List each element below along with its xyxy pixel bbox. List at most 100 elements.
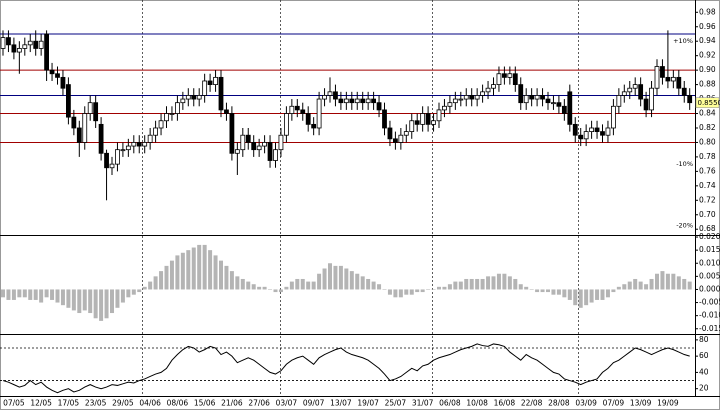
candle-body bbox=[491, 84, 496, 89]
histogram-bar bbox=[6, 289, 11, 300]
candle-body bbox=[556, 102, 562, 107]
candle-body bbox=[164, 113, 169, 122]
candle-body bbox=[224, 109, 229, 114]
histogram-bar bbox=[349, 271, 354, 290]
histogram-bar bbox=[66, 289, 71, 308]
histogram-bar bbox=[120, 289, 125, 303]
candle-body bbox=[333, 91, 338, 100]
histogram-bar bbox=[164, 265, 169, 290]
histogram-bar bbox=[295, 278, 300, 290]
candle-body bbox=[338, 98, 344, 104]
histogram-bar bbox=[622, 284, 627, 290]
y-tick-label: -0.005 bbox=[699, 298, 720, 307]
candle-body bbox=[109, 163, 115, 169]
histogram-bar bbox=[551, 289, 556, 295]
annotation: -20% bbox=[676, 222, 693, 230]
histogram-bar bbox=[578, 289, 583, 308]
candle-body bbox=[142, 142, 148, 147]
candle-body bbox=[567, 91, 573, 125]
histogram-bar bbox=[175, 255, 180, 290]
x-tick-label: 16/08 bbox=[494, 399, 516, 408]
histogram-bar bbox=[17, 289, 22, 298]
y-tick-label: 0.020 bbox=[699, 232, 720, 241]
histogram-bar bbox=[486, 276, 491, 290]
histogram-bar bbox=[159, 271, 164, 290]
candle-body bbox=[234, 149, 240, 154]
candle-body bbox=[583, 131, 589, 140]
histogram-bar bbox=[682, 278, 687, 290]
histogram-bar bbox=[268, 289, 273, 290]
candle-body bbox=[452, 98, 458, 104]
candle-body bbox=[463, 95, 469, 100]
histogram-bar bbox=[55, 289, 60, 303]
histogram-bar bbox=[556, 289, 561, 295]
histogram-bar bbox=[219, 260, 223, 290]
histogram-bar bbox=[431, 289, 436, 290]
histogram-bar bbox=[442, 286, 447, 290]
x-tick-label: 19/09 bbox=[657, 399, 679, 408]
histogram-bar bbox=[447, 284, 452, 290]
candle-body bbox=[316, 98, 322, 129]
candle-body bbox=[496, 73, 502, 85]
candle-body bbox=[605, 127, 611, 136]
y-tick-label: 0.005 bbox=[699, 271, 720, 280]
histogram-bar bbox=[235, 276, 240, 290]
histogram-bar bbox=[338, 265, 343, 290]
histogram-bar bbox=[60, 289, 65, 306]
candle-body bbox=[458, 98, 464, 101]
y-tick-label: 80 bbox=[699, 335, 709, 344]
histogram-bar bbox=[229, 271, 234, 290]
histogram-bar bbox=[513, 278, 518, 290]
histogram-bar bbox=[382, 289, 387, 290]
histogram-bar bbox=[420, 289, 425, 293]
histogram-bar bbox=[39, 289, 44, 303]
y-tick-label: 0.74 bbox=[699, 181, 716, 190]
x-tick-label: 09/07 bbox=[303, 399, 325, 408]
histogram-bar bbox=[584, 289, 589, 306]
last-price-label: 0.8550 bbox=[698, 99, 720, 107]
histogram-bar bbox=[562, 289, 567, 298]
candle-body bbox=[382, 109, 387, 129]
histogram-bar bbox=[567, 289, 572, 300]
histogram-bar bbox=[671, 273, 676, 290]
y-tick-label: 0.010 bbox=[699, 258, 720, 267]
histogram-bar bbox=[33, 289, 38, 300]
y-tick-label: 0.90 bbox=[699, 65, 716, 74]
candle-body bbox=[273, 149, 278, 161]
histogram-bar bbox=[246, 281, 251, 290]
candle-body bbox=[594, 127, 600, 132]
candle-body bbox=[431, 120, 436, 125]
candle-body bbox=[611, 105, 616, 129]
candle-body bbox=[665, 76, 671, 82]
candle-body bbox=[447, 102, 453, 107]
candle-body bbox=[82, 113, 88, 143]
x-tick-label: 25/07 bbox=[385, 399, 407, 408]
histogram-bar bbox=[404, 289, 409, 295]
candle-body bbox=[589, 127, 594, 132]
candle-body bbox=[262, 142, 268, 147]
y-tick-label: 0.88 bbox=[699, 80, 716, 89]
histogram-bar bbox=[453, 281, 458, 290]
candle-body bbox=[22, 44, 28, 49]
histogram-bar bbox=[213, 255, 218, 290]
candle-body bbox=[300, 109, 306, 114]
candle-body bbox=[218, 76, 224, 111]
histogram-bar bbox=[458, 281, 463, 290]
candle-body bbox=[529, 95, 535, 100]
y-tick-label: 20 bbox=[699, 384, 709, 393]
candle-body bbox=[153, 127, 159, 136]
candle-body bbox=[654, 66, 660, 89]
x-tick-label: 21/06 bbox=[221, 399, 243, 408]
histogram-bar bbox=[240, 278, 245, 290]
candle-body bbox=[616, 95, 622, 107]
histogram-bar bbox=[344, 268, 349, 290]
candle-body bbox=[649, 87, 654, 111]
y-tick-label: 60 bbox=[699, 351, 709, 360]
histogram-bar bbox=[202, 244, 207, 290]
candle-body bbox=[305, 113, 311, 125]
candle-body bbox=[169, 113, 175, 115]
histogram-bar bbox=[644, 284, 649, 290]
candle-body bbox=[627, 87, 633, 93]
candle-body bbox=[196, 95, 202, 100]
